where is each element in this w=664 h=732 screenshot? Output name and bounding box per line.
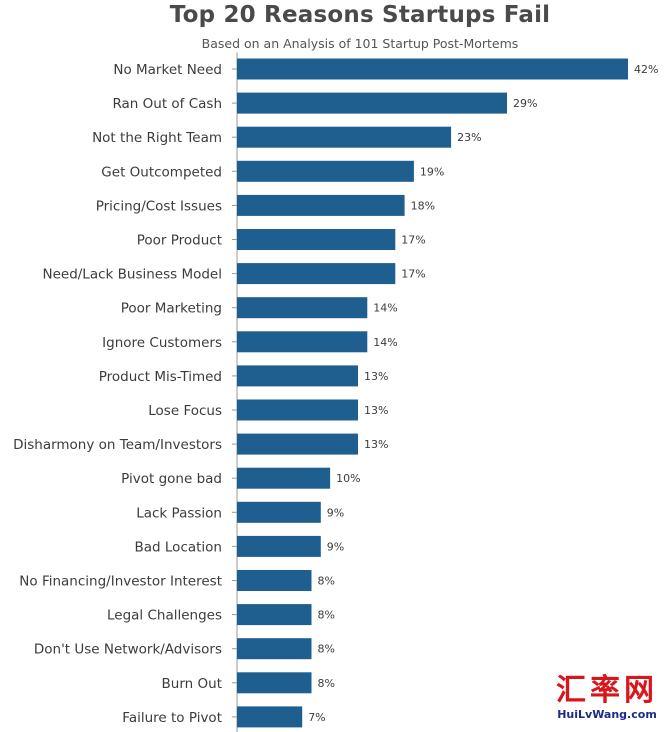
category-label: Ran Out of Cash (112, 96, 222, 112)
value-label: 18% (411, 199, 435, 212)
bar-2 (237, 126, 452, 148)
bar-1 (237, 92, 507, 114)
category-label: Poor Product (137, 233, 222, 249)
bar-15 (237, 570, 312, 591)
category-label: Get Outcompeted (101, 164, 222, 180)
value-label: 13% (364, 370, 388, 383)
bar-11 (237, 433, 358, 455)
category-label: Failure to Pivot (122, 710, 222, 726)
chart-title: Top 20 Reasons Startups Fail (169, 2, 551, 28)
value-label: 17% (401, 268, 425, 281)
category-label: Product Mis-Timed (99, 369, 222, 385)
bar-8 (237, 331, 368, 353)
chart-subtitle: Based on an Analysis of 101 Startup Post… (201, 36, 519, 51)
category-label: Not the Right Team (92, 130, 222, 146)
bar-12 (237, 467, 331, 489)
value-label: 23% (457, 131, 481, 144)
value-label: 13% (364, 438, 388, 451)
bar-13 (237, 501, 321, 523)
bar-19 (237, 706, 303, 728)
bar-17 (237, 638, 312, 660)
value-label: 8% (318, 677, 335, 690)
category-label: Legal Challenges (107, 608, 222, 624)
category-label: Don't Use Network/Advisors (34, 642, 222, 658)
value-label: 14% (373, 302, 397, 315)
bar-7 (237, 297, 368, 319)
bar-9 (237, 365, 358, 387)
value-label: 9% (327, 540, 344, 553)
value-label: 8% (318, 609, 335, 622)
value-label: 8% (318, 643, 335, 656)
value-label: 7% (308, 711, 325, 724)
watermark-chinese-text: 汇率网 (556, 673, 658, 708)
category-label: Bad Location (135, 539, 223, 555)
category-label: Pivot gone bad (121, 471, 222, 487)
value-label: 19% (420, 165, 444, 178)
bar-16 (237, 604, 312, 626)
watermark-url-text: HuiLvWang.com (557, 708, 657, 721)
category-label: Lack Passion (136, 505, 222, 521)
bar-3 (237, 160, 414, 182)
watermark-logo: 汇率网 HuiLvWang.com (556, 674, 658, 722)
category-label: Need/Lack Business Model (42, 267, 222, 283)
category-label: Ignore Customers (102, 335, 222, 351)
category-label: Burn Out (162, 676, 222, 692)
value-label: 14% (373, 336, 397, 349)
bar-6 (237, 263, 396, 285)
value-label: 9% (327, 506, 344, 519)
bar-0 (237, 58, 628, 80)
category-label: Poor Marketing (121, 301, 222, 317)
bar-14 (237, 535, 321, 557)
value-label: 13% (364, 404, 388, 417)
value-label: 10% (336, 472, 360, 485)
category-label: Lose Focus (148, 403, 222, 419)
bar-18 (237, 672, 312, 694)
value-label: 29% (513, 97, 537, 110)
bar-5 (237, 229, 396, 250)
value-label: 17% (401, 234, 425, 247)
value-label: 42% (634, 63, 658, 76)
category-label: No Financing/Investor Interest (19, 574, 222, 590)
category-label: Pricing/Cost Issues (96, 198, 222, 214)
bar-4 (237, 194, 405, 216)
bar-10 (237, 399, 358, 421)
category-label: No Market Need (113, 62, 222, 78)
value-label: 8% (318, 575, 335, 588)
category-label: Disharmony on Team/Investors (13, 437, 222, 453)
